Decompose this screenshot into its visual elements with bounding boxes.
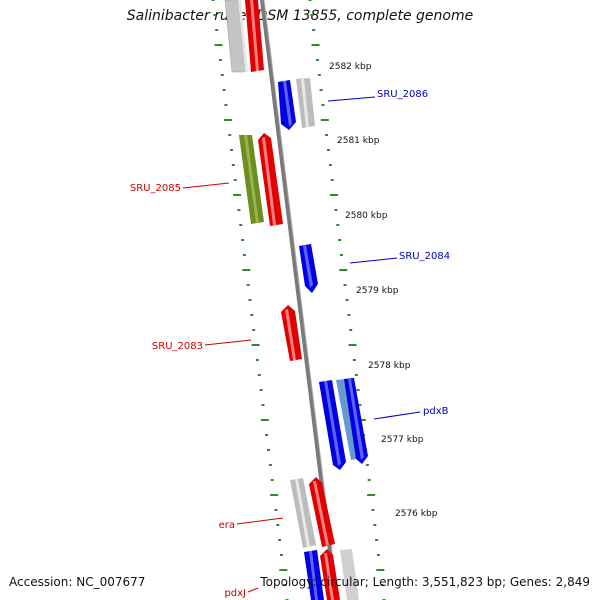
leader-sru-2086: [327, 96, 376, 102]
gene-pdxj-blue[interactable]: [304, 550, 324, 600]
tick-label: 2578 kbp: [368, 361, 411, 371]
leader-sru-2085: [182, 182, 230, 189]
genome-summary-text: Topology: circular; Length: 3,551,823 bp…: [260, 575, 590, 589]
gene-sru-2083[interactable]: [281, 305, 302, 361]
gene-grey-2086b[interactable]: [296, 78, 315, 128]
gene-sru-2085-green[interactable]: [239, 135, 264, 224]
leader-sru-2083: [204, 339, 252, 346]
leader-pdxb: [373, 411, 421, 420]
gene-era-red[interactable]: [309, 477, 335, 547]
tick-label: 2577 kbp: [381, 435, 424, 445]
tick-label: 2576 kbp: [395, 509, 438, 519]
tick-label: 2582 kbp: [329, 62, 372, 72]
gene-label-era[interactable]: era: [219, 520, 235, 531]
gene-label-pdxj[interactable]: pdxJ: [224, 588, 246, 599]
accession-text: Accession: NC_007677: [9, 575, 146, 589]
position-tick-labels: 2582 kbp 2581 kbp 2580 kbp 2579 kbp 2578…: [329, 62, 438, 519]
gene-sru-2085-red[interactable]: [258, 133, 283, 226]
tick-label: 2579 kbp: [356, 286, 399, 296]
tick-label: 2580 kbp: [345, 211, 388, 221]
gene-top-grey[interactable]: [224, 0, 248, 73]
gene-label-sru-2084[interactable]: SRU_2084: [399, 251, 450, 262]
gene-label-sru-2086[interactable]: SRU_2086: [377, 89, 428, 100]
gene-sru-2084[interactable]: [299, 244, 318, 293]
gene-sru-2086[interactable]: [278, 80, 296, 130]
leader-pdxj: [247, 587, 259, 593]
gene-pdxb-1[interactable]: [319, 380, 346, 470]
tick-label: 2581 kbp: [337, 136, 380, 146]
gene-pdxj-grey[interactable]: [340, 549, 359, 600]
genome-backbone-highlight: [263, 0, 339, 600]
tick-rails: [211, 0, 386, 600]
map-title: Salinibacter ruber DSM 13855, complete g…: [126, 8, 474, 24]
leader-era: [236, 517, 284, 525]
leader-sru-2084: [349, 257, 398, 264]
gene-top-red[interactable]: [245, 0, 264, 72]
gene-pdxj-red[interactable]: [320, 549, 340, 600]
gene-label-sru-2083[interactable]: SRU_2083: [152, 341, 203, 352]
gene-era-grey[interactable]: [290, 478, 316, 548]
gene-pdxb-3[interactable]: [344, 378, 368, 464]
gene-label-sru-2085[interactable]: SRU_2085: [130, 183, 181, 194]
gene-label-pdxb[interactable]: pdxB: [423, 406, 449, 417]
